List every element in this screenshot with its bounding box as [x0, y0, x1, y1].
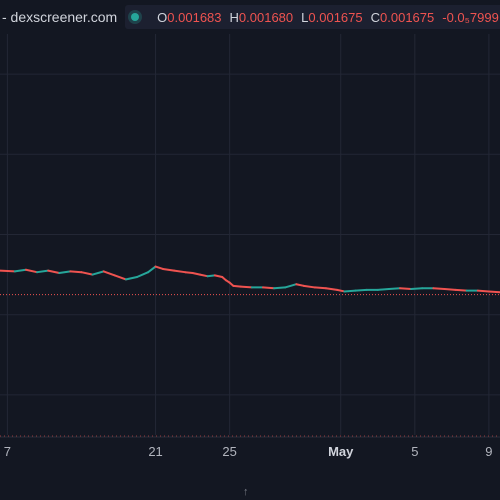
- price-segment-17: [173, 269, 187, 274]
- price-series: [0, 265, 500, 294]
- x-tick-label-2: 25: [222, 444, 236, 459]
- price-segment-2: [13, 268, 27, 273]
- low-value: 0.001675: [308, 9, 363, 25]
- open-value: 0.001683: [167, 9, 222, 25]
- price-segment-20: [199, 273, 209, 278]
- x-axis: 7 21 25 May 5 9: [0, 436, 500, 459]
- price-segment-29: [261, 286, 276, 290]
- status-dot-icon: [131, 13, 140, 21]
- x-tick-label-1: 21: [148, 444, 162, 459]
- price-segment-12: [124, 276, 139, 281]
- price-segment-31: [284, 283, 298, 289]
- price-segment-6: [58, 270, 72, 274]
- price-segment-9: [91, 270, 105, 276]
- price-segment-1: [0, 269, 16, 273]
- high-value: 0.001680: [238, 9, 294, 25]
- source-label: - dexscreener.com: [2, 9, 118, 25]
- price-segment-50: [487, 290, 500, 294]
- price-segment-4: [36, 269, 50, 274]
- price-segment-14: [147, 265, 157, 274]
- x-tick-label-4: 5: [411, 444, 418, 459]
- price-segment-8: [80, 271, 94, 276]
- price-segment-10: [102, 270, 116, 277]
- price-segment-27: [239, 285, 253, 289]
- change-value: -0.0₅7999: [442, 9, 499, 25]
- price-segment-13: [136, 271, 150, 279]
- price-segment-41: [387, 287, 401, 291]
- x-tick-label-3: May: [328, 444, 354, 459]
- low-key: L: [301, 9, 309, 25]
- x-tick-label-0: 7: [4, 444, 11, 459]
- price-segment-30: [273, 286, 287, 290]
- price-segment-16: [161, 267, 176, 272]
- ohlc-box: O 0.001683 H 0.001680 L 0.001675 C 0.001675 …: [125, 5, 500, 29]
- price-segment-34: [313, 286, 327, 290]
- price-segment-37: [343, 289, 357, 293]
- price-segment-36: [336, 288, 346, 293]
- open-key: O: [157, 9, 168, 25]
- price-segment-21: [206, 274, 216, 278]
- price-segment-22: [213, 274, 224, 279]
- price-segment-49: [476, 289, 490, 293]
- high-key: H: [229, 9, 239, 25]
- price-segment-19: [191, 271, 201, 276]
- price-segment-42: [399, 287, 413, 291]
- scroll-up-arrow-icon[interactable]: ↑: [243, 486, 249, 498]
- price-segment-47: [454, 288, 468, 292]
- price-segment-26: [232, 284, 242, 288]
- close-value: 0.001675: [380, 9, 435, 25]
- price-segment-38: [354, 288, 368, 292]
- close-key: C: [370, 9, 381, 25]
- price-segment-18: [184, 271, 194, 274]
- price-segment-5: [47, 269, 61, 274]
- price-segment-7: [69, 270, 83, 274]
- price-segment-35: [324, 287, 339, 291]
- price-segment-45: [432, 287, 446, 291]
- price-segment-46: [443, 288, 457, 291]
- price-segment-43: [410, 287, 424, 291]
- price-segment-3: [24, 268, 39, 274]
- chart-grid: [0, 34, 500, 435]
- price-segment-15: [154, 265, 164, 270]
- price-segment-33: [302, 284, 316, 289]
- x-tick-label-5: 9: [485, 444, 492, 459]
- price-segment-40: [376, 288, 390, 291]
- price-segment-11: [113, 274, 127, 281]
- price-segment-32: [295, 283, 305, 287]
